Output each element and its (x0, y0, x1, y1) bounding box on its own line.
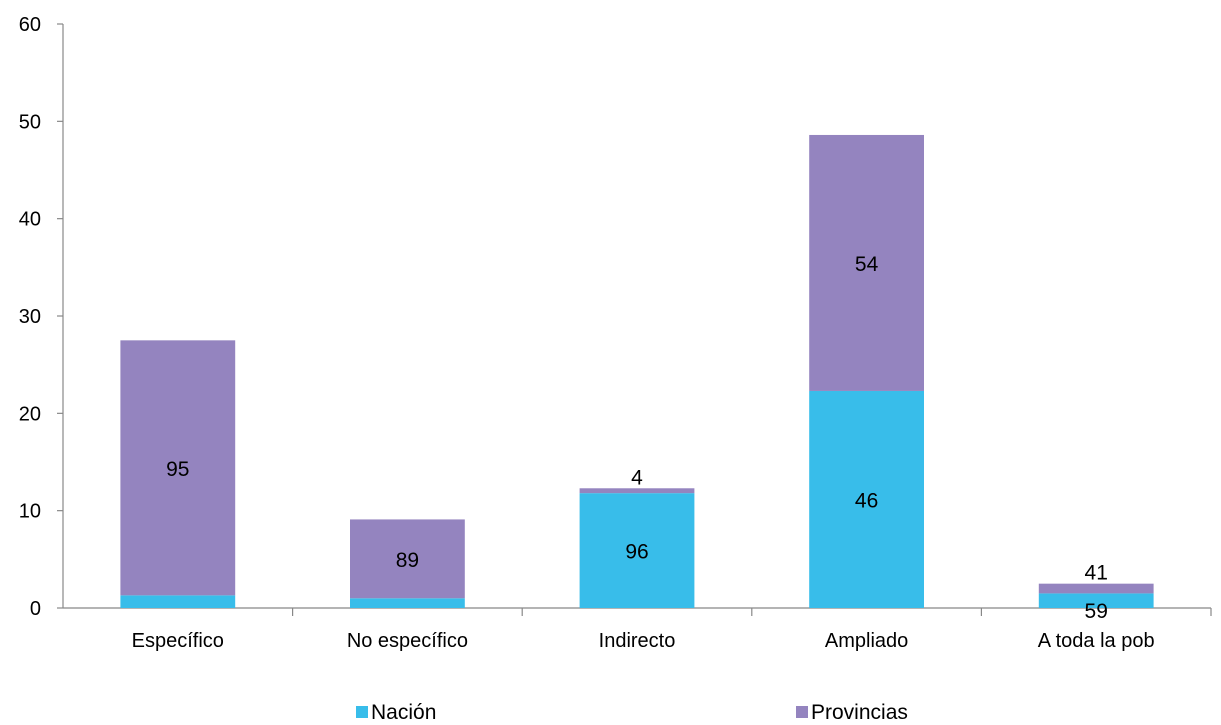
bar-nacion (1038, 593, 1154, 608)
bar-nacion (579, 493, 695, 608)
bar-provincias (579, 488, 695, 494)
x-category-label: A toda la pob (1038, 630, 1155, 652)
legend-swatch-provincias (796, 706, 808, 718)
bar-provincias (809, 134, 924, 391)
data-label: 96 (625, 541, 648, 564)
y-tick-label: 60 (19, 14, 41, 36)
y-tick-label: 10 (19, 501, 41, 523)
x-category-label: Indirecto (599, 630, 676, 652)
y-tick-label: 30 (19, 306, 41, 328)
bar-provincias (1038, 583, 1154, 594)
data-label: 95 (166, 458, 189, 481)
legend: Nación Provincias (356, 701, 908, 724)
y-tick-label: 40 (19, 209, 41, 231)
bar-provincias (350, 519, 465, 599)
legend-swatch-nacion (356, 706, 368, 718)
x-category-label: Ampliado (825, 630, 908, 652)
data-label: 46 (855, 489, 878, 512)
y-tick-label: 0 (30, 598, 41, 620)
y-axis: 0 10 20 30 40 50 60 (19, 14, 64, 620)
legend-label: Nación (371, 701, 436, 724)
data-label: 41 (1085, 562, 1108, 585)
bar-nacion (350, 598, 465, 608)
legend-label: Provincias (811, 701, 908, 724)
y-tick-label: 20 (19, 403, 41, 425)
x-category-label: Específico (132, 630, 224, 652)
y-tick-label: 50 (19, 111, 41, 133)
bar-nacion (809, 390, 924, 608)
x-axis: Específico No específico Indirecto Ampliado… (63, 607, 1212, 652)
data-label: 4 (631, 466, 643, 489)
data-label: 54 (855, 253, 879, 276)
bar-provincias (120, 340, 236, 596)
bars (120, 134, 1154, 608)
x-category-label: No específico (347, 630, 468, 652)
data-label: 89 (396, 549, 419, 572)
bar-nacion (120, 595, 236, 608)
data-labels: 95 89 96 4 46 54 59 41 (166, 253, 1108, 623)
data-label: 59 (1085, 600, 1108, 623)
